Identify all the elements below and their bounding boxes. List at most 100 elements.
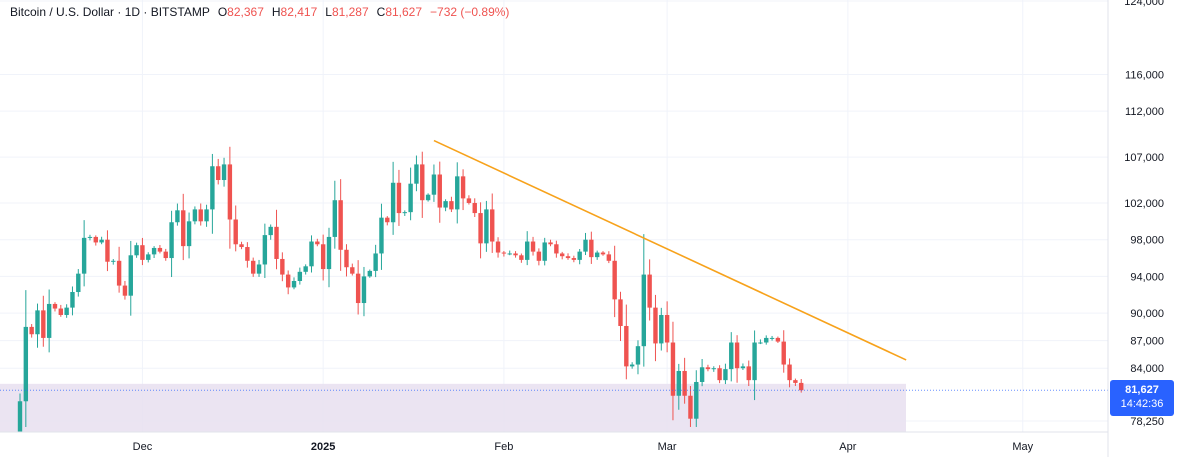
candle-body xyxy=(787,364,792,381)
candle-body xyxy=(140,245,145,260)
x-tick-label: May xyxy=(1012,441,1033,453)
candle-body xyxy=(618,299,623,326)
candle-body xyxy=(676,370,681,396)
candle-body xyxy=(64,307,69,315)
y-tick-label: 98,000 xyxy=(1130,235,1164,247)
candle-body xyxy=(105,239,110,262)
legend-close-label: C xyxy=(376,5,386,19)
candle-body xyxy=(198,209,203,222)
candle-body xyxy=(338,200,343,250)
candle-body xyxy=(682,370,687,396)
candle-body xyxy=(612,260,617,300)
candle-body xyxy=(472,202,477,214)
legend-symbol: Bitcoin / U.S. Dollar · 1D · BITSTAMP xyxy=(10,5,210,19)
candle-body xyxy=(466,198,472,203)
trendline[interactable] xyxy=(433,139,907,361)
candle-body xyxy=(309,241,314,267)
candle-body xyxy=(577,251,582,260)
y-tick-label: 102,000 xyxy=(1124,198,1164,210)
candle-body xyxy=(653,307,658,344)
legend-high-label: H xyxy=(271,5,281,19)
time-axis[interactable]: Dec 2025 Feb Mar Apr May xyxy=(133,441,1034,453)
candle-body xyxy=(245,247,250,261)
y-tick-label: 84,000 xyxy=(1130,363,1164,375)
price-axis[interactable]: 124,000 116,000 112,000 107,000 102,000 98,00… xyxy=(1124,0,1164,428)
candle-body xyxy=(717,368,722,381)
y-tick-label: 124,000 xyxy=(1124,0,1164,8)
candle-body xyxy=(659,314,664,344)
candle-body xyxy=(41,310,46,338)
candle-body xyxy=(565,256,571,259)
candle-body xyxy=(216,166,221,181)
candle-body xyxy=(134,245,139,256)
x-tick-label: Mar xyxy=(658,441,677,453)
candle-body xyxy=(542,242,547,261)
candle-body xyxy=(793,380,798,383)
candles[interactable] xyxy=(17,146,804,433)
candle-body xyxy=(361,276,367,304)
legend-open-label: O xyxy=(217,5,228,19)
candle-body xyxy=(262,235,268,265)
candle-body xyxy=(315,241,320,245)
candle-body xyxy=(29,326,34,335)
candle-body xyxy=(151,247,157,255)
candle-body xyxy=(390,182,396,223)
candle-body xyxy=(221,164,227,181)
candle-body xyxy=(326,236,332,270)
legend-open-value: 82,367 xyxy=(227,5,264,19)
candle-body xyxy=(122,285,128,296)
candle-body xyxy=(291,281,297,288)
candle-body xyxy=(705,367,711,370)
candle-body xyxy=(111,260,116,262)
candle-body xyxy=(501,252,507,254)
x-tick-label: 2025 xyxy=(311,441,335,453)
candle-body xyxy=(525,241,530,260)
candle-body xyxy=(402,212,407,214)
candle-body xyxy=(769,337,775,339)
candle-body xyxy=(781,341,786,365)
candle-body xyxy=(23,326,29,402)
candle-body xyxy=(420,164,425,201)
candle-body xyxy=(699,367,705,382)
candle-body xyxy=(320,244,326,270)
candle-body xyxy=(629,364,635,367)
candle-body xyxy=(350,267,355,274)
candle-body xyxy=(443,201,448,208)
candle-body xyxy=(233,219,238,245)
candle-body xyxy=(664,314,670,343)
candle-body xyxy=(571,258,577,260)
candle-body xyxy=(99,239,104,243)
last-price-value: 81,627 xyxy=(1125,384,1159,397)
candle-body xyxy=(116,260,122,286)
candle-body xyxy=(723,369,728,381)
candle-body xyxy=(484,209,489,244)
grid xyxy=(0,0,1108,432)
candle-body xyxy=(396,182,402,214)
candle-body xyxy=(70,292,75,308)
candle-body xyxy=(583,239,588,252)
candle-body xyxy=(641,274,647,347)
candle-body xyxy=(670,342,676,396)
candle-body xyxy=(799,382,804,391)
y-tick-label: 90,000 xyxy=(1130,308,1164,320)
candle-body xyxy=(192,209,198,222)
candle-body xyxy=(175,210,180,223)
candle-body xyxy=(513,253,518,256)
y-tick-label: 87,000 xyxy=(1130,336,1164,348)
legend-high-value: 82,417 xyxy=(280,5,318,19)
candle-body xyxy=(280,258,285,275)
candle-body xyxy=(425,194,431,201)
candle-body xyxy=(146,254,151,260)
candle-body xyxy=(181,210,186,247)
candle-body xyxy=(204,209,209,222)
candle-body xyxy=(624,325,629,367)
candle-body xyxy=(169,222,174,259)
candle-body xyxy=(530,241,536,252)
candle-body xyxy=(274,226,279,259)
candle-body xyxy=(449,201,454,210)
candle-body xyxy=(251,260,256,274)
candle-body xyxy=(478,213,483,244)
candle-body xyxy=(367,270,372,277)
